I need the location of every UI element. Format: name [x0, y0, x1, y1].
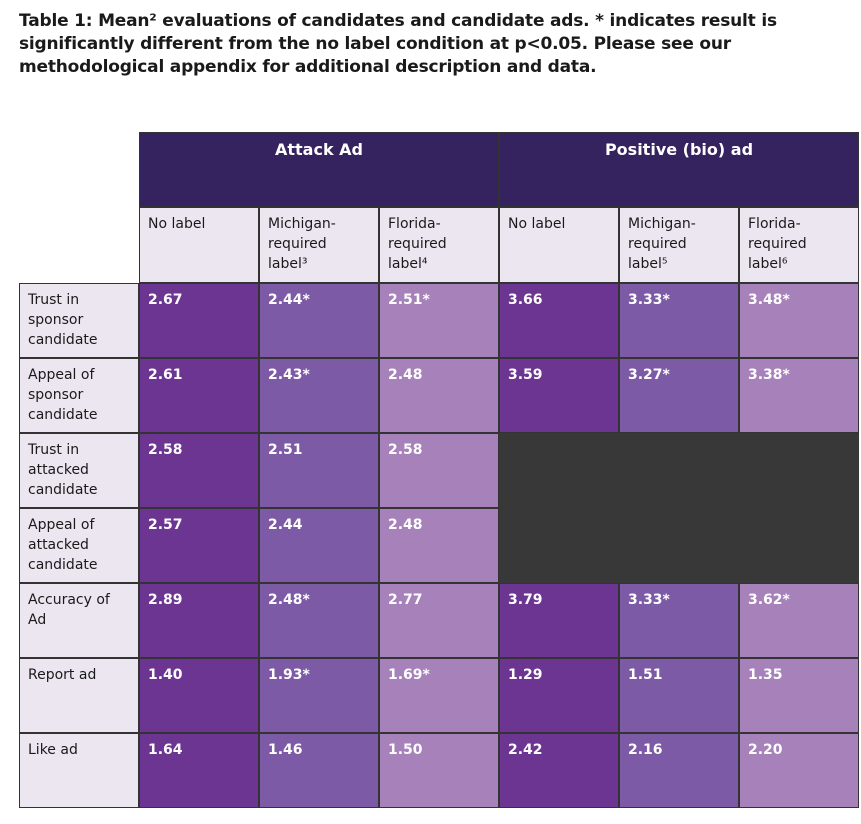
row-label: Accuracy of Ad [19, 583, 139, 658]
value-cell: 2.51* [379, 283, 499, 358]
value-cell: 1.93* [259, 658, 379, 733]
value-cell: 1.69* [379, 658, 499, 733]
value-cell: 3.62* [739, 583, 859, 658]
not-applicable-block [499, 433, 859, 583]
value-cell: 2.20 [739, 733, 859, 808]
group-header-attack: Attack Ad [139, 132, 499, 207]
value-cell: 1.51 [619, 658, 739, 733]
value-cell: 2.58 [139, 433, 259, 508]
row-label: Like ad [19, 733, 139, 808]
column-header: Michigan- required label⁵ [619, 207, 739, 283]
column-header: No label [499, 207, 619, 283]
column-header: Florida- required label⁶ [739, 207, 859, 283]
value-cell: 2.43* [259, 358, 379, 433]
value-cell: 2.48* [259, 583, 379, 658]
value-cell: 1.40 [139, 658, 259, 733]
value-cell: 3.33* [619, 583, 739, 658]
value-cell: 2.51 [259, 433, 379, 508]
value-cell: 3.66 [499, 283, 619, 358]
row-label: Trust in attacked candidate [19, 433, 139, 508]
value-cell: 1.46 [259, 733, 379, 808]
value-cell: 3.33* [619, 283, 739, 358]
value-cell: 2.44* [259, 283, 379, 358]
value-cell: 2.16 [619, 733, 739, 808]
value-cell: 2.57 [139, 508, 259, 583]
column-header: Michigan- required label³ [259, 207, 379, 283]
value-cell: 2.61 [139, 358, 259, 433]
evaluations-table: Attack Ad Positive (bio) ad No label Michig… [19, 132, 859, 808]
value-cell: 1.35 [739, 658, 859, 733]
value-cell: 3.59 [499, 358, 619, 433]
value-cell: 1.29 [499, 658, 619, 733]
value-cell: 2.89 [139, 583, 259, 658]
value-cell: 3.48* [739, 283, 859, 358]
row-label: Trust in sponsor candidate [19, 283, 139, 358]
value-cell: 2.77 [379, 583, 499, 658]
value-cell: 3.79 [499, 583, 619, 658]
value-cell: 2.58 [379, 433, 499, 508]
row-label: Appeal of attacked candidate [19, 508, 139, 583]
value-cell: 2.48 [379, 508, 499, 583]
value-cell: 2.42 [499, 733, 619, 808]
value-cell: 2.44 [259, 508, 379, 583]
value-cell: 1.64 [139, 733, 259, 808]
group-header-positive: Positive (bio) ad [499, 132, 859, 207]
row-label: Appeal of sponsor candidate [19, 358, 139, 433]
value-cell: 2.67 [139, 283, 259, 358]
value-cell: 3.38* [739, 358, 859, 433]
value-cell: 3.27* [619, 358, 739, 433]
column-header: No label [139, 207, 259, 283]
corner-blank [19, 132, 139, 283]
table-caption: Table 1: Mean² evaluations of candidates… [19, 11, 777, 77]
row-label: Report ad [19, 658, 139, 733]
column-header: Florida- required label⁴ [379, 207, 499, 283]
value-cell: 2.48 [379, 358, 499, 433]
value-cell: 1.50 [379, 733, 499, 808]
